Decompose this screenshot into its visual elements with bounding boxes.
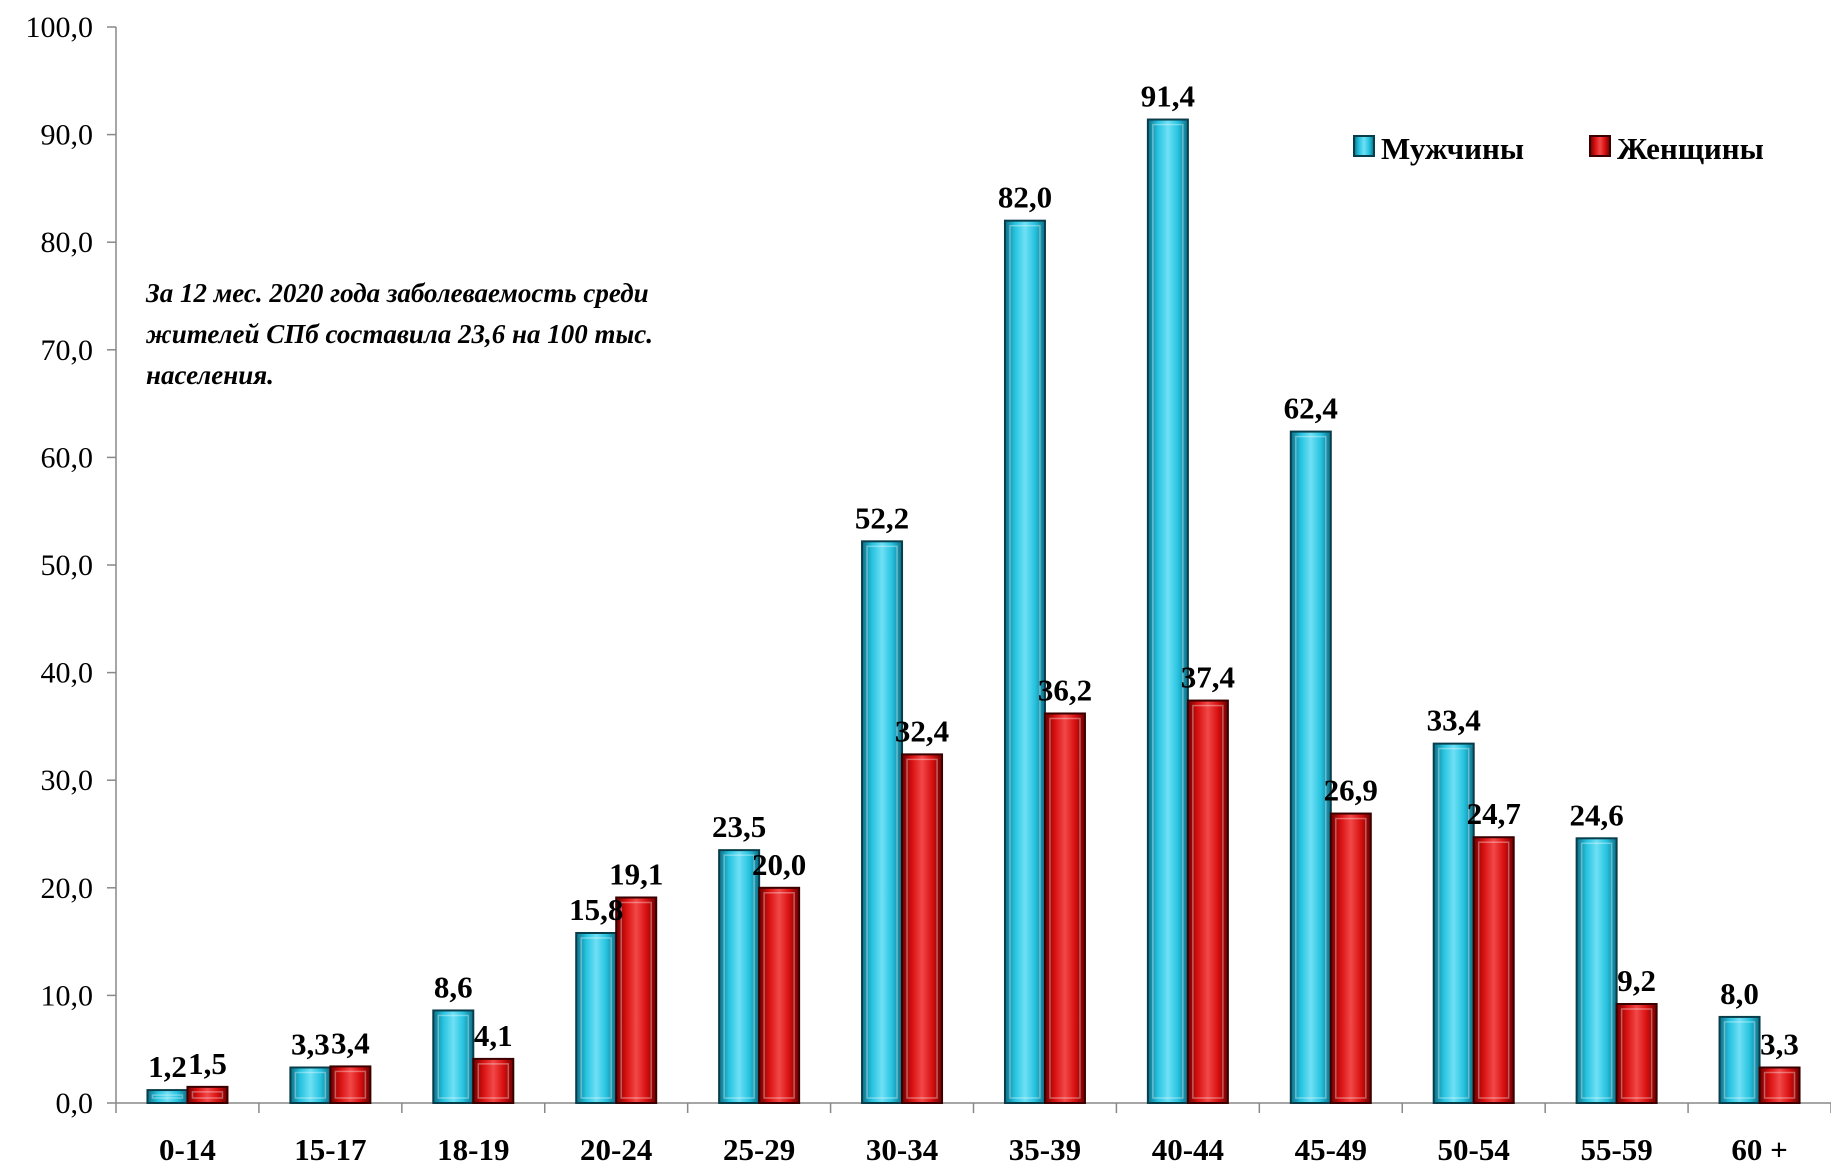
x-tick-label: 20-24 bbox=[580, 1132, 652, 1163]
data-label-men: 15,8 bbox=[569, 892, 623, 927]
x-tick-label: 40-44 bbox=[1152, 1132, 1224, 1163]
bar-women bbox=[1188, 701, 1228, 1103]
data-label-men: 8,0 bbox=[1720, 976, 1759, 1011]
bar-women bbox=[1045, 713, 1085, 1103]
data-labels: 1,2 3,3 8,6 15,8 23,5 52,2 82,0 91,4 62,4 33,4 24,… bbox=[148, 79, 1799, 1085]
data-label-men: 23,5 bbox=[712, 809, 766, 844]
annotation-line-2: жителей СПб составила 23,6 на 100 тыс. bbox=[145, 319, 653, 349]
y-tick-label: 0,0 bbox=[56, 1087, 94, 1120]
data-label-women: 32,4 bbox=[895, 713, 949, 748]
legend-item-men: Мужчины bbox=[1354, 131, 1524, 166]
legend-label-men: Мужчины bbox=[1381, 131, 1524, 166]
annotation-line-3: населения. bbox=[146, 360, 274, 390]
x-tick-label: 25-29 bbox=[723, 1132, 795, 1163]
y-tick-label: 60,0 bbox=[41, 441, 94, 474]
data-label-men: 1,2 bbox=[148, 1049, 187, 1084]
x-tick-label: 60 + bbox=[1731, 1132, 1787, 1163]
y-tick-label: 50,0 bbox=[41, 549, 94, 582]
legend-swatch-men bbox=[1354, 136, 1374, 156]
bar-women bbox=[1331, 814, 1371, 1103]
legend: Мужчины Женщины bbox=[1354, 131, 1764, 166]
bar-men bbox=[576, 933, 616, 1103]
bar-men bbox=[1291, 432, 1331, 1103]
y-tick-label: 20,0 bbox=[41, 872, 94, 905]
bar-men bbox=[1005, 221, 1045, 1103]
x-tick-label: 18-19 bbox=[437, 1132, 509, 1163]
x-tick-label: 35-39 bbox=[1009, 1132, 1081, 1163]
bar-women bbox=[902, 754, 942, 1103]
bar-men bbox=[1148, 120, 1188, 1103]
y-tick-label: 70,0 bbox=[41, 334, 94, 367]
bars bbox=[147, 120, 1799, 1103]
data-label-women: 20,0 bbox=[752, 847, 806, 882]
bar-men bbox=[1577, 838, 1617, 1103]
data-label-men: 3,3 bbox=[291, 1026, 330, 1061]
data-label-women: 3,3 bbox=[1760, 1026, 1799, 1061]
data-label-women: 19,1 bbox=[609, 856, 663, 891]
x-tick-label: 15-17 bbox=[294, 1132, 366, 1163]
x-tick-label: 45-49 bbox=[1295, 1132, 1367, 1163]
bar-men bbox=[719, 850, 759, 1103]
bar-women bbox=[616, 897, 656, 1103]
y-tick-label: 30,0 bbox=[41, 764, 94, 797]
bar-men bbox=[1720, 1017, 1760, 1103]
data-label-women: 3,4 bbox=[331, 1025, 370, 1060]
x-tick-label: 50-54 bbox=[1438, 1132, 1510, 1163]
data-label-women: 26,9 bbox=[1324, 773, 1378, 808]
data-label-men: 52,2 bbox=[855, 500, 909, 535]
data-label-men: 8,6 bbox=[434, 969, 473, 1004]
y-tick-label: 10,0 bbox=[41, 979, 94, 1012]
y-tick-label: 80,0 bbox=[41, 226, 94, 259]
legend-item-women: Женщины bbox=[1590, 131, 1764, 166]
bar-women bbox=[187, 1087, 227, 1103]
x-tick-label: 30-34 bbox=[866, 1132, 938, 1163]
annotation-line-1: За 12 мес. 2020 года заболеваемость сред… bbox=[145, 278, 649, 308]
data-label-men: 91,4 bbox=[1141, 79, 1195, 114]
data-label-men: 82,0 bbox=[998, 180, 1052, 215]
bar-men bbox=[147, 1090, 187, 1103]
bar-men bbox=[862, 541, 902, 1103]
bar-women bbox=[1474, 837, 1514, 1103]
bar-women bbox=[473, 1059, 513, 1103]
annotation: За 12 мес. 2020 года заболеваемость сред… bbox=[145, 278, 653, 390]
data-label-women: 37,4 bbox=[1181, 660, 1235, 695]
legend-swatch-women bbox=[1590, 136, 1610, 156]
x-tick-label: 55-59 bbox=[1580, 1132, 1652, 1163]
y-tick-label: 100,0 bbox=[26, 11, 94, 44]
legend-label-women: Женщины bbox=[1617, 131, 1764, 166]
data-label-women: 24,7 bbox=[1467, 796, 1521, 831]
data-label-women: 36,2 bbox=[1038, 672, 1092, 707]
y-tick-label: 40,0 bbox=[41, 657, 94, 690]
data-label-men: 33,4 bbox=[1427, 703, 1481, 738]
bar-men bbox=[433, 1010, 473, 1103]
data-label-men: 62,4 bbox=[1284, 391, 1338, 426]
bar-women bbox=[759, 888, 799, 1103]
y-tick-label: 90,0 bbox=[41, 119, 94, 152]
x-tick-label: 0-14 bbox=[159, 1132, 216, 1163]
bar-women bbox=[1617, 1004, 1657, 1103]
data-label-women: 9,2 bbox=[1617, 963, 1656, 998]
data-label-women: 4,1 bbox=[474, 1018, 513, 1053]
data-label-men: 24,6 bbox=[1570, 797, 1624, 832]
data-label-women: 1,5 bbox=[188, 1046, 227, 1081]
